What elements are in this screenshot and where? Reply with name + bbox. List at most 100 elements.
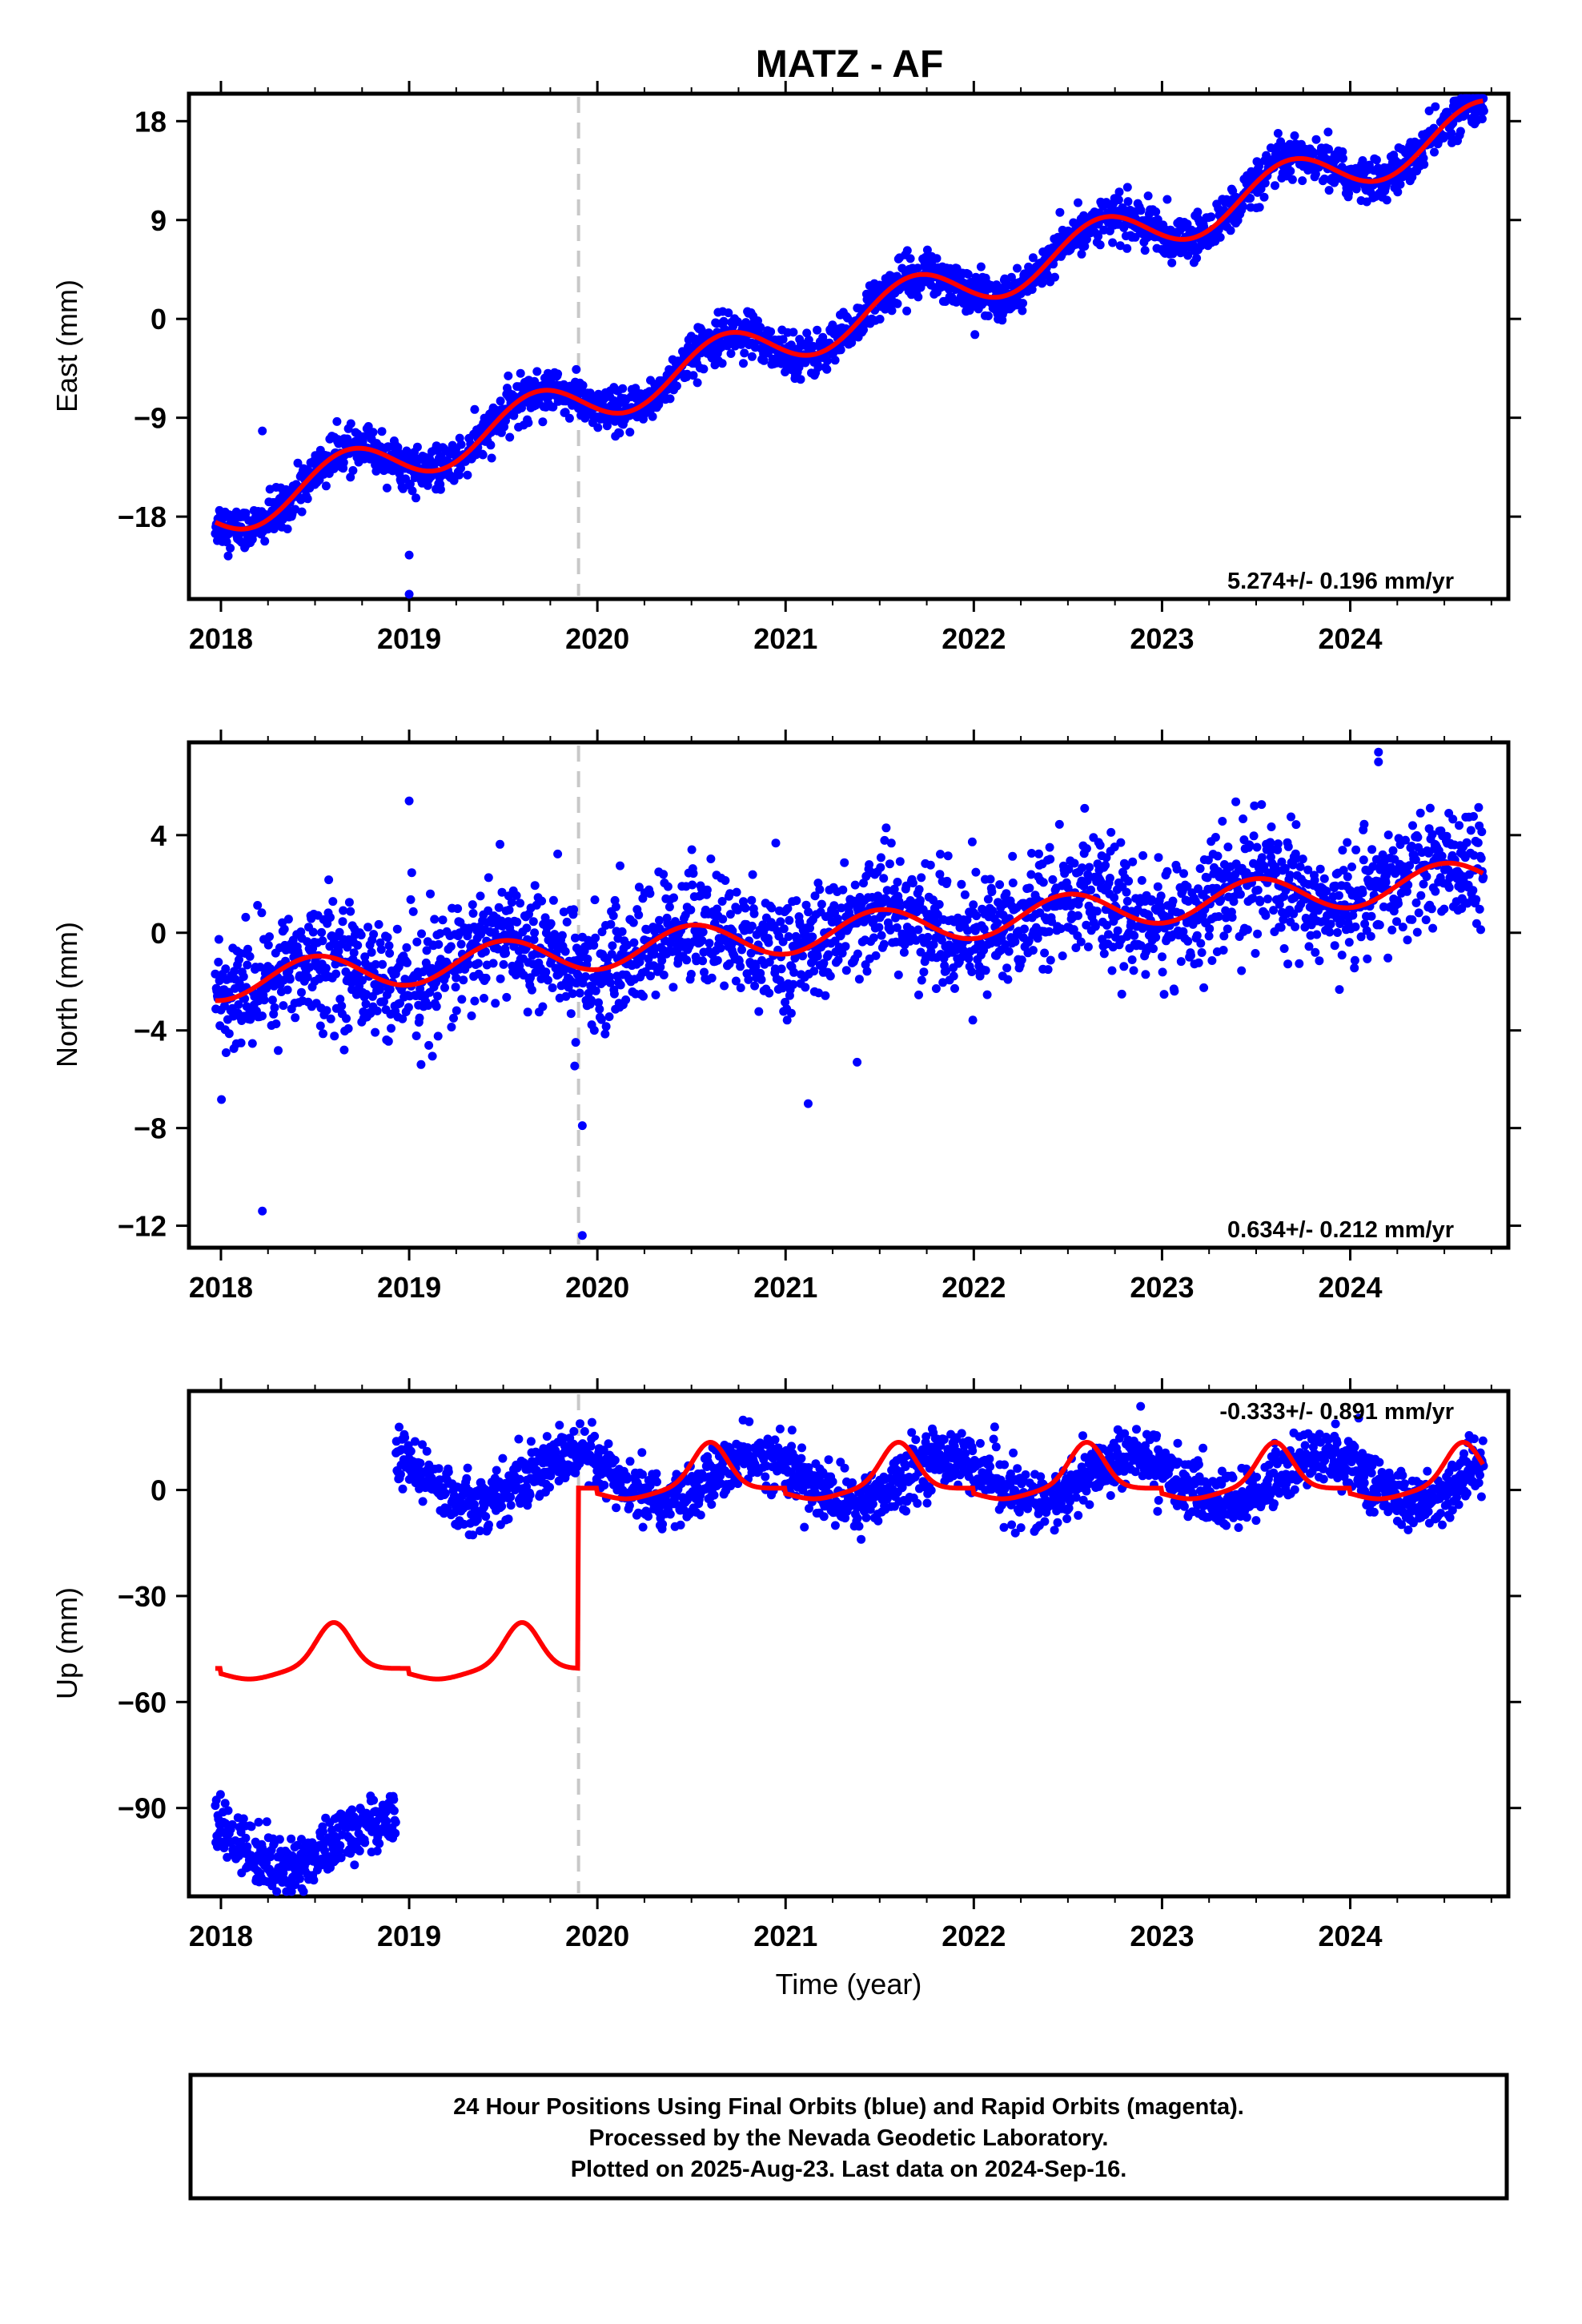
data-point	[1257, 800, 1267, 810]
data-point	[412, 1031, 421, 1040]
data-point	[1159, 990, 1169, 999]
data-point	[899, 947, 909, 957]
data-point	[840, 858, 849, 867]
data-point	[981, 966, 990, 975]
data-point	[1287, 175, 1297, 184]
data-point	[452, 1006, 461, 1015]
data-point	[815, 885, 825, 895]
data-point	[221, 1048, 231, 1057]
data-point	[1315, 956, 1324, 966]
data-point	[1227, 913, 1237, 922]
data-point	[1008, 879, 1018, 887]
data-point	[1156, 891, 1166, 901]
data-point	[560, 947, 570, 956]
data-point	[226, 544, 235, 553]
data-point	[608, 911, 618, 920]
data-point	[509, 411, 519, 420]
x-tick-label: 2018	[189, 1920, 253, 1952]
data-point	[1472, 895, 1481, 904]
data-point	[720, 981, 729, 991]
data-point	[446, 942, 456, 951]
data-point-outlier	[803, 1099, 813, 1108]
data-point	[1046, 854, 1055, 864]
data-point	[356, 931, 366, 940]
data-point	[1108, 238, 1118, 247]
data-point	[726, 349, 736, 358]
data-point	[706, 854, 716, 863]
data-point	[1141, 970, 1150, 979]
panel-north-points	[211, 747, 1488, 1240]
data-point	[616, 980, 625, 990]
data-point	[1116, 838, 1126, 847]
data-point	[1419, 159, 1429, 169]
data-point	[608, 941, 617, 951]
data-point	[1003, 975, 1013, 984]
data-point	[957, 879, 966, 889]
y-tick-label: −4	[134, 1015, 167, 1047]
data-point	[1143, 191, 1153, 201]
data-point	[1479, 107, 1488, 115]
data-point	[553, 369, 563, 379]
data-point	[1186, 951, 1195, 960]
data-point	[578, 380, 588, 390]
x-tick-label: 2019	[377, 1920, 441, 1952]
data-point	[440, 983, 449, 992]
data-point	[757, 975, 766, 984]
data-point	[1099, 949, 1109, 959]
data-point	[1130, 931, 1139, 940]
y-tick-label: 0	[151, 303, 167, 336]
data-point	[491, 999, 500, 1008]
data-point	[995, 880, 1005, 890]
data-point	[1045, 842, 1054, 852]
data-point	[279, 924, 289, 934]
data-point	[258, 1011, 267, 1021]
data-point	[789, 328, 798, 337]
data-point	[771, 838, 781, 848]
data-point	[1431, 102, 1440, 111]
data-point	[339, 458, 348, 467]
data-point	[346, 472, 355, 482]
data-point	[804, 336, 813, 344]
y-tick-label: −8	[134, 1112, 167, 1145]
data-point	[1176, 957, 1186, 967]
data-point-outlier	[853, 1057, 862, 1067]
data-point	[968, 1015, 978, 1025]
data-point-outlier	[577, 1121, 587, 1131]
y-tick-label: −9	[134, 402, 167, 435]
data-point	[741, 903, 750, 913]
data-point	[1291, 820, 1301, 830]
data-point	[363, 923, 373, 932]
data-point	[424, 1040, 434, 1050]
x-tick-label: 2024	[1318, 1920, 1382, 1952]
data-point	[1207, 212, 1216, 222]
data-point	[1335, 985, 1344, 995]
data-point	[1358, 888, 1367, 898]
data-point	[902, 246, 912, 255]
data-point	[321, 481, 331, 491]
data-point	[1394, 899, 1403, 908]
x-tick-label: 2024	[1318, 622, 1382, 655]
data-point	[532, 367, 542, 376]
data-point	[239, 972, 248, 981]
data-point	[412, 442, 422, 452]
x-tick-label: 2022	[942, 622, 1006, 655]
data-point	[874, 923, 884, 932]
data-point	[686, 905, 696, 915]
data-point	[257, 908, 267, 918]
data-point	[1323, 127, 1333, 137]
data-point	[405, 479, 415, 489]
data-point	[371, 1027, 380, 1037]
data-point	[480, 994, 488, 1003]
data-point	[1207, 956, 1217, 965]
data-point	[699, 364, 709, 374]
data-point	[693, 378, 702, 388]
data-point	[259, 995, 269, 1005]
data-point	[1127, 955, 1137, 964]
data-point	[1407, 915, 1417, 924]
data-point	[457, 995, 467, 1004]
data-point	[739, 359, 748, 368]
data-point	[689, 869, 698, 879]
